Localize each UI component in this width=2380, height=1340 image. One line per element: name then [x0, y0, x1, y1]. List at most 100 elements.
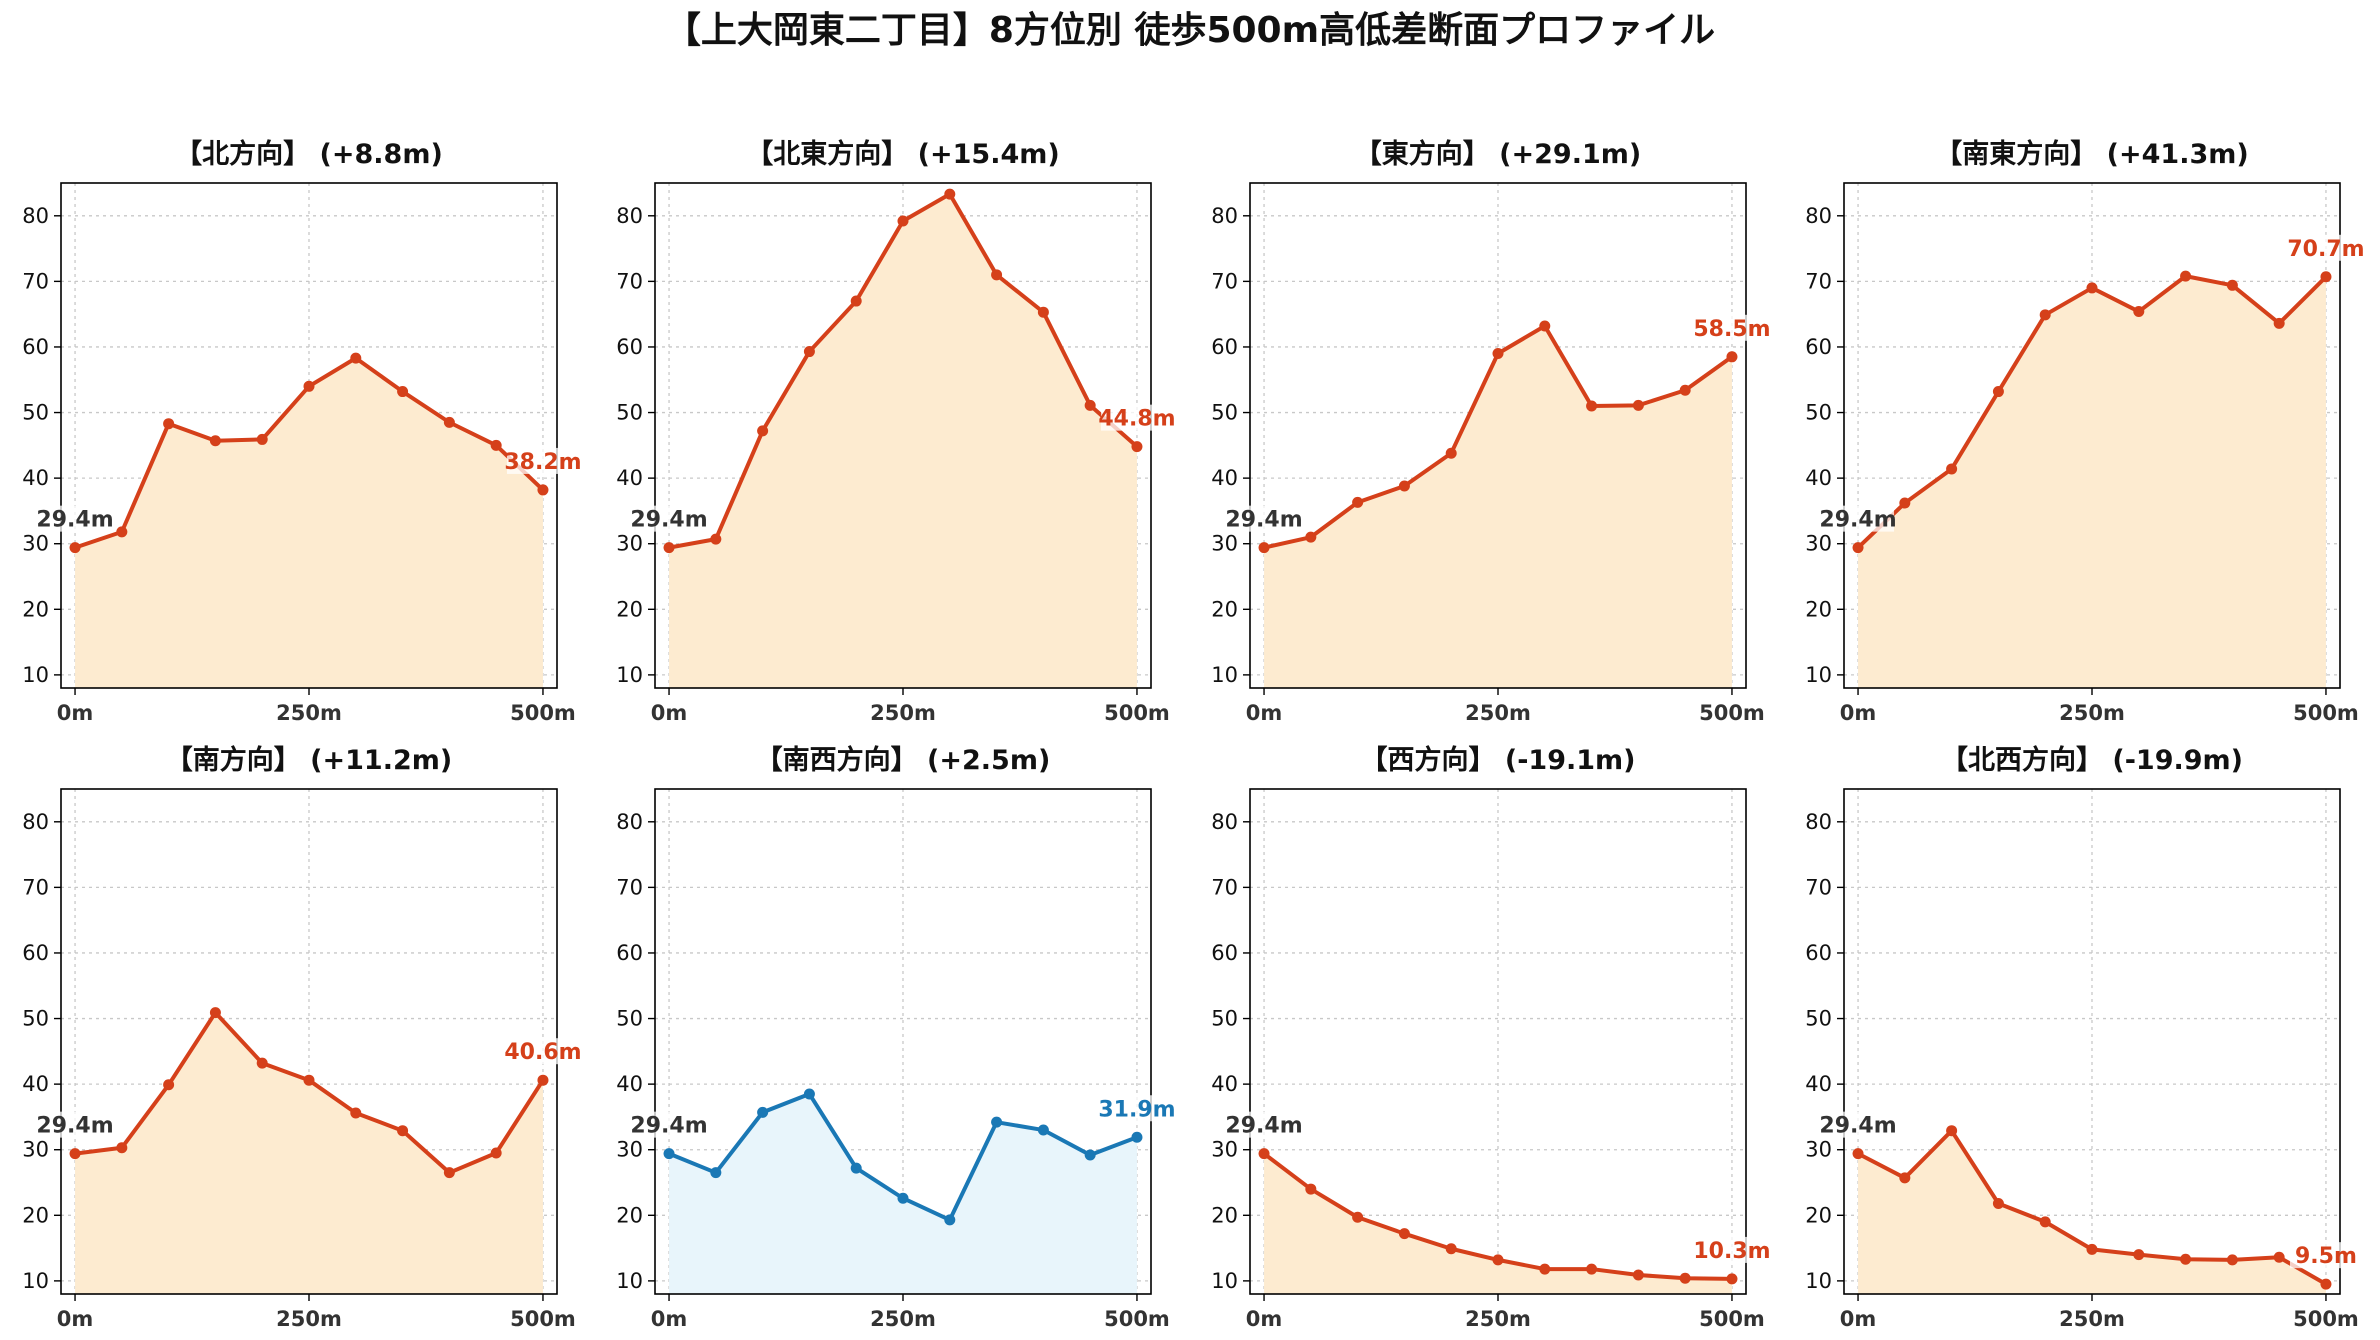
data-point — [2226, 1254, 2238, 1266]
data-point — [1539, 320, 1551, 332]
data-point — [2273, 317, 2285, 329]
y-tick-label: 60 — [1211, 941, 1238, 965]
y-tick-label: 10 — [616, 1269, 643, 1293]
data-point — [163, 1079, 175, 1091]
y-tick-label: 20 — [22, 1203, 49, 1227]
y-tick-label: 70 — [1805, 269, 1832, 293]
data-point — [1131, 441, 1143, 453]
end-label-bg — [1100, 404, 1173, 431]
data-point — [1899, 1172, 1911, 1184]
y-tick-label: 30 — [1211, 1138, 1238, 1162]
data-point — [1632, 1269, 1644, 1281]
data-point — [944, 1214, 956, 1226]
end-value-label: 9.5m — [2295, 1244, 2357, 1269]
data-point — [163, 418, 175, 430]
profile-area — [669, 194, 1137, 688]
y-tick-label: 60 — [1211, 335, 1238, 359]
y-tick-label: 30 — [616, 1138, 643, 1162]
y-tick-label: 80 — [22, 810, 49, 834]
start-value-label: 29.4m — [1819, 1114, 1896, 1139]
data-point — [1037, 306, 1049, 318]
end-label-bg — [2289, 1242, 2362, 1269]
data-point — [303, 380, 315, 392]
start-label-bg — [39, 505, 112, 532]
y-tick-label: 50 — [616, 1007, 643, 1031]
data-point — [2039, 309, 2051, 321]
start-label-bg — [39, 1111, 112, 1138]
x-tick-label: 250m — [2059, 1307, 2125, 1331]
data-point — [850, 295, 862, 307]
x-tick-label: 0m — [1246, 701, 1283, 725]
x-tick-label: 250m — [1465, 1307, 1531, 1331]
data-point — [1305, 1183, 1317, 1195]
end-label-bg — [1695, 1236, 1768, 1263]
data-point — [1586, 400, 1598, 412]
data-point — [1726, 351, 1738, 363]
y-tick-label: 40 — [616, 1072, 643, 1096]
y-tick-label: 50 — [1805, 1007, 1832, 1031]
data-point — [537, 1074, 549, 1086]
y-tick-label: 20 — [1805, 1203, 1832, 1227]
data-point — [2320, 1278, 2332, 1290]
x-tick-label: 0m — [1840, 1307, 1877, 1331]
data-point — [2086, 1243, 2098, 1255]
data-point — [256, 433, 268, 445]
x-tick-label: 250m — [2059, 701, 2125, 725]
data-point — [2133, 306, 2145, 318]
y-tick-label: 40 — [22, 466, 49, 490]
data-point — [69, 1148, 81, 1160]
data-point — [1899, 497, 1911, 509]
y-tick-label: 80 — [22, 204, 49, 228]
x-tick-label: 250m — [870, 1307, 936, 1331]
data-point — [850, 1162, 862, 1174]
data-point — [1131, 1131, 1143, 1143]
start-value-label: 29.4m — [36, 508, 113, 533]
data-point — [1398, 1228, 1410, 1240]
y-tick-label: 70 — [1805, 875, 1832, 899]
data-point — [2086, 282, 2098, 294]
start-value-label: 29.4m — [36, 1114, 113, 1139]
data-point — [757, 1106, 769, 1118]
start-label-bg — [633, 1111, 706, 1138]
profile-area — [1858, 276, 2326, 688]
end-value-label: 38.2m — [504, 450, 581, 475]
y-tick-label: 30 — [1805, 532, 1832, 556]
y-tick-label: 10 — [1211, 1269, 1238, 1293]
end-value-label: 40.6m — [504, 1040, 581, 1065]
data-point — [397, 1125, 409, 1137]
y-tick-label: 80 — [1805, 810, 1832, 834]
y-tick-label: 80 — [616, 204, 643, 228]
data-point — [663, 1148, 675, 1160]
x-tick-label: 250m — [1465, 701, 1531, 725]
y-tick-label: 20 — [1211, 597, 1238, 621]
data-point — [1852, 542, 1864, 554]
y-tick-label: 60 — [616, 335, 643, 359]
y-tick-label: 40 — [1211, 1072, 1238, 1096]
data-point — [1445, 447, 1457, 459]
data-point — [1258, 542, 1270, 554]
data-point — [1258, 1148, 1270, 1160]
panel-title: 【西方向】 (-19.1m) — [1360, 744, 1635, 776]
data-point — [537, 484, 549, 496]
y-tick-label: 50 — [22, 1007, 49, 1031]
x-tick-label: 500m — [1104, 1307, 1170, 1331]
panel-2: 【東方向】 (+29.1m) 10 20 30 40 50 60 70 80 0m 250m 500m… — [1211, 138, 1770, 725]
y-tick-label: 20 — [616, 1203, 643, 1227]
data-point — [1352, 496, 1364, 508]
data-point — [663, 542, 675, 554]
y-tick-label: 80 — [1211, 810, 1238, 834]
data-point — [1586, 1263, 1598, 1275]
panel-title: 【南西方向】 (+2.5m) — [756, 744, 1051, 776]
end-label-bg — [2289, 234, 2362, 261]
figure-title: 【上大岡東二丁目】8方位別 徒歩500m高低差断面プロファイル — [665, 10, 1715, 51]
data-point — [2133, 1249, 2145, 1261]
data-point — [350, 352, 362, 364]
panel-1: 【北東方向】 (+15.4m) 10 20 30 40 50 60 70 80 0m 250m 500… — [616, 138, 1175, 725]
panel-title: 【北東方向】 (+15.4m) — [746, 138, 1059, 170]
x-tick-label: 250m — [276, 1307, 342, 1331]
start-label-bg — [633, 505, 706, 532]
panel-6: 【西方向】 (-19.1m) 10 20 30 40 50 60 70 80 0m 250m 500m… — [1211, 744, 1770, 1331]
y-tick-label: 50 — [1211, 401, 1238, 425]
start-label-bg — [1228, 1111, 1301, 1138]
